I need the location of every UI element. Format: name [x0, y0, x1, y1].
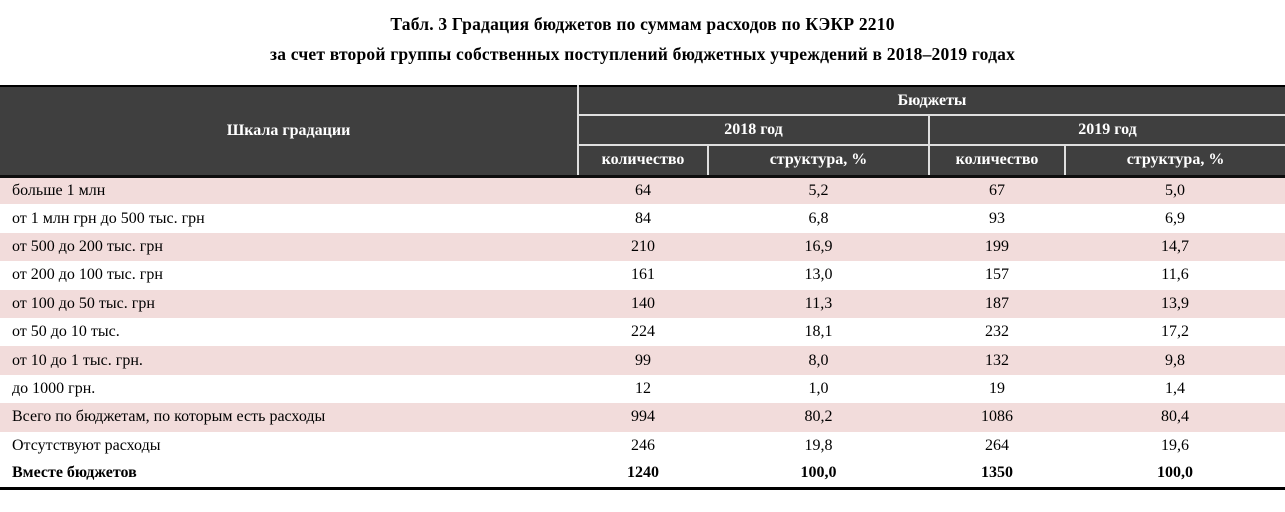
row-label: от 200 до 100 тыс. грн [0, 261, 578, 290]
row-label: от 1 млн грн до 500 тыс. грн [0, 204, 578, 233]
cell-structure-2018: 11,3 [708, 289, 929, 318]
cell-structure-2018: 8,0 [708, 346, 929, 375]
row-label: до 1000 грн. [0, 374, 578, 404]
row-label: от 50 до 10 тыс. [0, 317, 578, 347]
header-scale-label: Шкала градации [0, 86, 579, 178]
table-row: от 100 до 50 тыс. грн 140 11,3 187 13,9 [0, 289, 1285, 318]
cell-quantity-2018: 161 [578, 261, 708, 290]
cell-structure-2018: 80,2 [708, 403, 929, 432]
cell-quantity-2018: 84 [578, 204, 708, 233]
cell-quantity-2019: 132 [929, 346, 1065, 375]
table-row: от 200 до 100 тыс. грн 161 13,0 157 11,6 [0, 261, 1285, 290]
cell-structure-2019: 80,4 [1065, 403, 1285, 432]
row-label: от 500 до 200 тыс. грн [0, 232, 578, 262]
header-subcol-quantity-2018: количество [578, 145, 708, 178]
cell-structure-2019: 11,6 [1065, 261, 1285, 290]
cell-structure-2018: 16,9 [708, 232, 929, 262]
row-label: больше 1 млн [0, 176, 578, 205]
cell-structure-2019: 1,4 [1065, 374, 1285, 404]
cell-quantity-2018: 210 [578, 232, 708, 262]
cell-quantity-2018: 64 [578, 176, 708, 205]
cell-structure-2019: 13,9 [1065, 289, 1285, 318]
cell-structure-2019: 14,7 [1065, 232, 1285, 262]
cell-structure-2018: 100,0 [708, 459, 929, 489]
cell-quantity-2018: 246 [578, 431, 708, 460]
title-line-1: Табл. 3 Градация бюджетов по суммам расх… [390, 14, 895, 34]
table-body: больше 1 млн 64 5,2 67 5,0 от 1 млн грн … [0, 176, 1285, 489]
cell-quantity-2019: 264 [929, 431, 1065, 460]
table-row: от 500 до 200 тыс. грн 210 16,9 199 14,7 [0, 232, 1285, 262]
cell-structure-2019: 6,9 [1065, 204, 1285, 233]
header-year-2019: 2019 год [929, 115, 1285, 146]
row-label: от 100 до 50 тыс. грн [0, 289, 578, 318]
header-year-2018: 2018 год [578, 115, 930, 146]
table-row: до 1000 грн. 12 1,0 19 1,4 [0, 374, 1285, 404]
header-subcol-structure-2018: структура, % [707, 145, 929, 178]
cell-quantity-2019: 19 [929, 374, 1065, 404]
cell-quantity-2019: 1350 [929, 459, 1065, 489]
table-row: от 1 млн грн до 500 тыс. грн 84 6,8 93 6… [0, 204, 1285, 233]
cell-structure-2018: 6,8 [708, 204, 929, 233]
cell-quantity-2019: 232 [929, 317, 1065, 347]
cell-quantity-2019: 187 [929, 289, 1065, 318]
table-row: больше 1 млн 64 5,2 67 5,0 [0, 176, 1285, 205]
header-subcol-structure-2019: структура, % [1063, 145, 1285, 178]
cell-structure-2019: 19,6 [1065, 431, 1285, 460]
header-subcol-quantity-2019: количество [928, 145, 1065, 178]
table-row: Всего по бюджетам, по которым есть расхо… [0, 403, 1285, 432]
table-row: Отсутствуют расходы 246 19,8 264 19,6 [0, 431, 1285, 460]
cell-quantity-2019: 93 [929, 204, 1065, 233]
cell-quantity-2018: 140 [578, 289, 708, 318]
table-title: Табл. 3 Градация бюджетов по суммам расх… [0, 0, 1285, 85]
header-budgets-label: Бюджеты [578, 86, 1285, 116]
cell-structure-2018: 5,2 [708, 176, 929, 205]
row-label: Всего по бюджетам, по которым есть расхо… [0, 403, 578, 432]
cell-structure-2019: 5,0 [1065, 176, 1285, 205]
cell-structure-2019: 17,2 [1065, 317, 1285, 347]
cell-quantity-2018: 99 [578, 346, 708, 375]
cell-structure-2018: 13,0 [708, 261, 929, 290]
table-header: Шкала градации Бюджеты 2018 год 2019 год… [0, 86, 1285, 178]
cell-quantity-2018: 1240 [578, 459, 708, 489]
cell-quantity-2019: 67 [929, 176, 1065, 205]
table-row-total: Вместе бюджетов 1240 100,0 1350 100,0 [0, 459, 1285, 489]
cell-structure-2018: 19,8 [708, 431, 929, 460]
cell-structure-2018: 18,1 [708, 317, 929, 347]
cell-quantity-2018: 12 [578, 374, 708, 404]
budget-gradation-table: Шкала градации Бюджеты 2018 год 2019 год… [0, 85, 1285, 490]
cell-quantity-2019: 199 [929, 232, 1065, 262]
title-line-2: за счет второй группы собственных поступ… [269, 44, 1016, 64]
cell-structure-2018: 1,0 [708, 374, 929, 404]
cell-quantity-2018: 224 [578, 317, 708, 347]
cell-quantity-2019: 1086 [929, 403, 1065, 432]
cell-quantity-2019: 157 [929, 261, 1065, 290]
table-row: от 50 до 10 тыс. 224 18,1 232 17,2 [0, 317, 1285, 347]
cell-structure-2019: 9,8 [1065, 346, 1285, 375]
row-label: Отсутствуют расходы [0, 431, 578, 460]
cell-quantity-2018: 994 [578, 403, 708, 432]
row-label: от 10 до 1 тыс. грн. [0, 346, 578, 375]
cell-structure-2019: 100,0 [1065, 459, 1285, 489]
table-row: от 10 до 1 тыс. грн. 99 8,0 132 9,8 [0, 346, 1285, 375]
row-label: Вместе бюджетов [0, 459, 578, 489]
